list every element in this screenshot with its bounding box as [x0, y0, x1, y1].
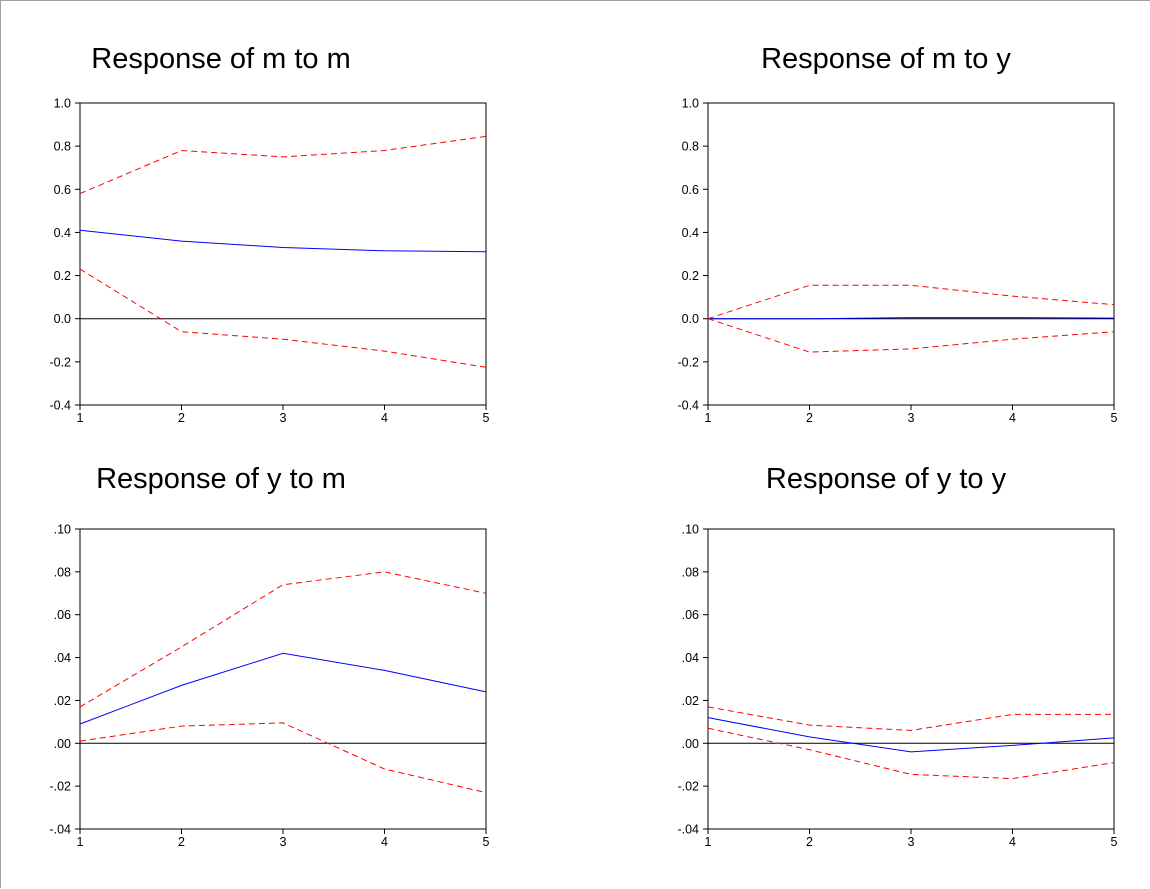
chart-title: Response of m to m: [91, 43, 351, 75]
chart-plot: -0.4 -0.2 0.0 0.2 0.4 0.6 0.8 1.0 1 2 3 4 5: [677, 97, 1118, 426]
y-tick-label: -0.4: [677, 399, 699, 413]
x-tick-label: 3: [908, 835, 915, 849]
x-tick-label: 3: [280, 411, 287, 425]
x-tick-label: 4: [1009, 411, 1016, 425]
series-line-lower-band: [79, 268, 487, 368]
y-tick-label: .06: [54, 608, 71, 622]
y-tick-label: -.04: [677, 823, 699, 837]
y-tick-label: 0.2: [682, 269, 699, 283]
series-line-response: [79, 652, 487, 725]
x-tick-label: 4: [1009, 835, 1016, 849]
y-tick-label: -0.4: [49, 399, 71, 413]
series-line-upper-band: [707, 284, 1115, 320]
x-tick-label: 2: [178, 411, 185, 425]
series-line-response: [708, 317, 1115, 320]
x-tick-label: 5: [1111, 835, 1118, 849]
y-tick-label: .08: [54, 565, 71, 579]
series-line-response: [79, 229, 487, 253]
chart-title: Response of m to y: [761, 43, 1011, 75]
y-tick-label: 0.2: [54, 269, 71, 283]
x-tick-label: 2: [806, 835, 813, 849]
series-line-lower-band: [79, 722, 487, 794]
y-tick-label: 0.6: [682, 183, 699, 197]
y-tick-label: 0.4: [682, 226, 699, 240]
y-tick-label: -0.2: [49, 355, 71, 369]
series-line-lower-band: [707, 727, 1115, 780]
x-tick-label: 1: [705, 411, 712, 425]
y-tick-label: .00: [54, 737, 71, 751]
y-tick-label: 1.0: [54, 97, 71, 111]
plot-frame: [707, 102, 1115, 406]
y-tick-label: .02: [682, 694, 699, 708]
y-tick-label: 0.4: [54, 226, 71, 240]
y-tick-label: 0.8: [682, 140, 699, 154]
x-tick-label: 3: [908, 411, 915, 425]
x-tick-label: 1: [77, 835, 84, 849]
y-tick-label: 0.0: [682, 312, 699, 326]
chart-panel-m-to-y: Response of m to y -0.4 -0.2 0.0 0.2 0.4 0.6 0…: [631, 1, 1150, 441]
chart-title: Response of y to y: [765, 463, 1007, 495]
y-tick-label: .10: [682, 523, 699, 537]
chart-panel-y-to-y: Response of y to y -.04 -.02 .00 .02 .04 .06.…: [631, 441, 1150, 889]
series-line-upper-band: [79, 135, 487, 195]
y-tick-label: -.02: [677, 780, 699, 794]
y-tick-label: 1.0: [682, 97, 699, 111]
chart-plot: -.04 -.02 .00 .02 .04 .06 .08 .10 1 2 3 4 5: [49, 523, 490, 850]
y-tick-label: .08: [682, 565, 699, 579]
x-tick-label: 3: [280, 835, 287, 849]
series-line-upper-band: [79, 571, 487, 708]
chart-plot: -.04 -.02 .00 .02 .04 .06 .08 .10 1 2 3 4 5: [677, 523, 1118, 850]
y-tick-label: 0.6: [54, 183, 71, 197]
y-tick-label: .04: [682, 651, 699, 665]
x-tick-label: 5: [483, 835, 490, 849]
series-line-lower-band: [707, 318, 1115, 353]
chart-panel-m-to-m: Response of m to m -0.4 -0.2 0.0 0.2 0.4 0.6 0…: [1, 1, 561, 441]
chart-plot: -0.4 -0.2 0.0 0.2 0.4 0.6 0.8 1.0 1 2 3 4 5: [49, 97, 490, 426]
x-tick-label: 2: [178, 835, 185, 849]
y-tick-label: .04: [54, 651, 71, 665]
x-tick-label: 5: [1111, 411, 1118, 425]
chart-panel-y-to-m: Response of y to m -.04 -.02 .00 .02 .04 .06.…: [1, 441, 561, 889]
y-tick-label: -.04: [49, 823, 71, 837]
y-tick-label: 0.0: [54, 312, 71, 326]
series-line-upper-band: [707, 706, 1114, 731]
y-tick-label: .06: [682, 608, 699, 622]
chart-title: Response of y to m: [96, 463, 346, 495]
x-tick-label: 1: [77, 411, 84, 425]
y-tick-label: .02: [54, 694, 71, 708]
plot-frame: [707, 528, 1115, 830]
x-tick-label: 2: [806, 411, 813, 425]
y-tick-label: -0.2: [677, 355, 699, 369]
y-tick-label: -.02: [49, 780, 71, 794]
x-tick-label: 5: [483, 411, 490, 425]
y-tick-label: .00: [682, 737, 699, 751]
y-tick-label: 0.8: [54, 140, 71, 154]
plot-frame: [79, 102, 487, 406]
x-tick-label: 4: [381, 411, 388, 425]
series-line-response: [707, 717, 1115, 753]
x-tick-label: 1: [705, 835, 712, 849]
y-tick-label: .10: [54, 523, 71, 537]
x-tick-label: 4: [381, 835, 388, 849]
